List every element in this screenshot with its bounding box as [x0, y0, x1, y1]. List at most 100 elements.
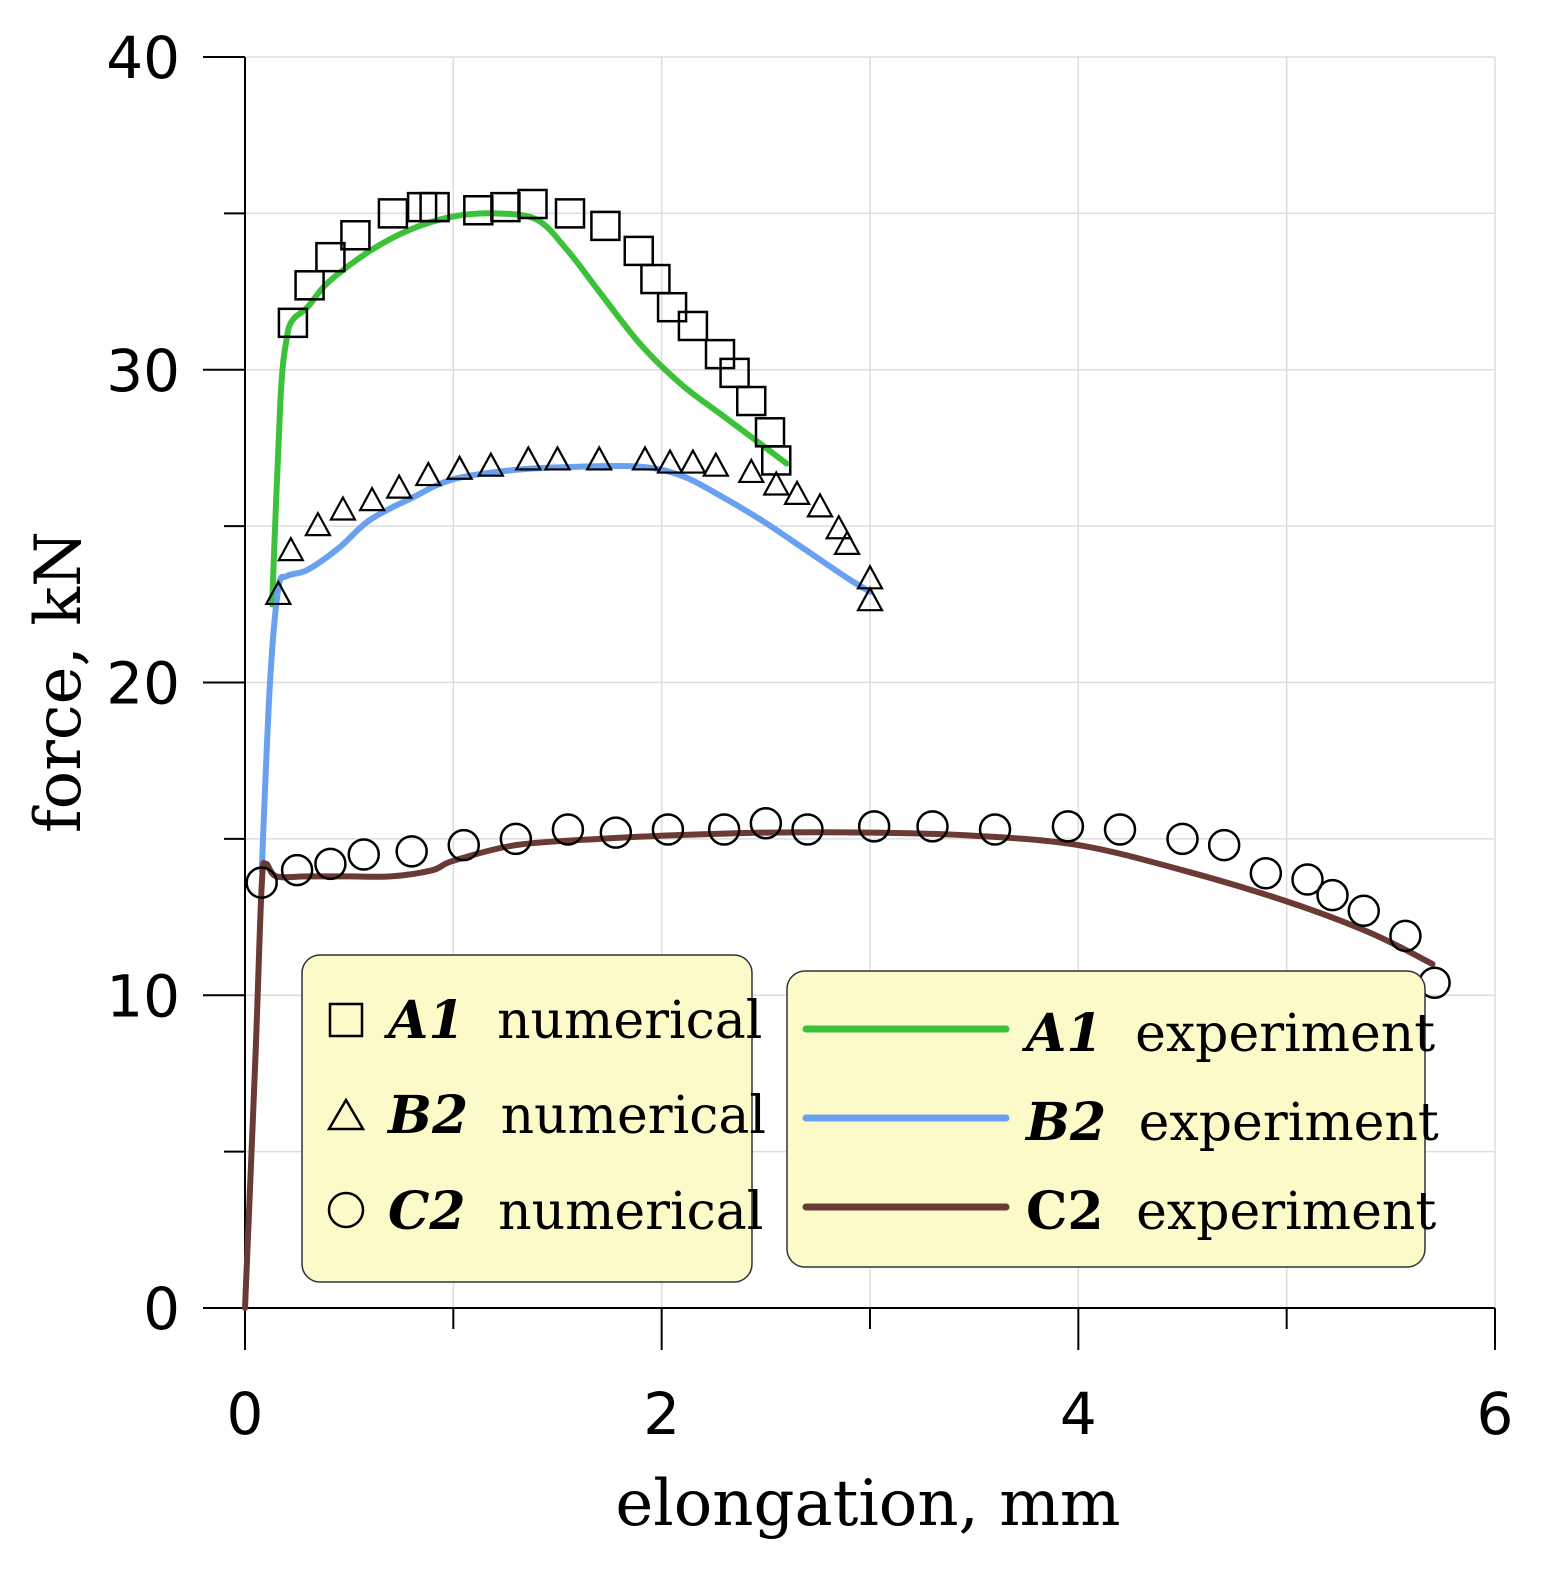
- marker-b2_num: [543, 445, 572, 471]
- marker-c2_num: [280, 853, 314, 887]
- marker-c2_num: [1249, 857, 1283, 890]
- legend-c2-numerical-label: numerical: [498, 1182, 763, 1242]
- x-tick-label: 2: [643, 1380, 680, 1448]
- y-tick-label: 40: [106, 24, 180, 92]
- marker-c2_num: [916, 810, 949, 843]
- legend-entry-b2-numerical: B2 numerical: [326, 1085, 766, 1146]
- marker-a1_num: [277, 307, 309, 339]
- marker-b2_num: [824, 513, 853, 540]
- svg-text:A1 experiment: A1 experiment: [1021, 1003, 1435, 1064]
- y-tick-label: 0: [143, 1275, 180, 1343]
- marker-b2_num: [358, 485, 386, 512]
- svg-text:C2 experiment: C2 experiment: [1026, 1181, 1436, 1242]
- marker-c2_num: [1347, 894, 1380, 928]
- marker-a1_num: [315, 241, 346, 273]
- legend-c2-exp-id: C2: [1026, 1181, 1104, 1242]
- circle-marker-icon: [327, 1191, 365, 1229]
- marker-a1_num: [590, 210, 621, 242]
- marker-b2_num: [737, 457, 766, 484]
- svg-text:A1 numerical: A1 numerical: [383, 990, 762, 1051]
- marker-c2_num: [599, 816, 633, 849]
- marker-c2_num: [395, 835, 428, 868]
- axes: 0 10 20 30 40 0 2 4 6: [106, 24, 1513, 1448]
- marker-a1_num: [719, 357, 750, 389]
- x-tick-label: 6: [1477, 1380, 1514, 1448]
- marker-b2_num: [762, 470, 791, 496]
- marker-c2_num: [1291, 863, 1324, 896]
- y-tick-label: 30: [106, 337, 180, 405]
- marker-a1_num: [419, 191, 450, 223]
- marker-b2_num: [304, 510, 332, 537]
- legend-entry-c2-numerical: C2 numerical: [327, 1181, 763, 1242]
- legend-entry-c2-experiment: C2 experiment: [802, 1181, 1436, 1242]
- marker-c2_num: [707, 813, 741, 846]
- marker-c2_num: [1166, 822, 1199, 856]
- series-line-a1_exp: [269, 210, 790, 608]
- legend-entry-a1-numerical: A1 numerical: [328, 990, 762, 1051]
- marker-a1_num: [340, 220, 371, 251]
- marker-c2_num: [749, 806, 783, 840]
- marker-c2_num: [1389, 919, 1422, 953]
- marker-b2_num: [445, 454, 474, 480]
- marker-c2_num: [245, 866, 278, 899]
- svg-text:B2 numerical: B2 numerical: [386, 1085, 766, 1146]
- legend-entry-b2-experiment: B2 experiment: [802, 1092, 1439, 1153]
- marker-c2_num: [1207, 828, 1241, 862]
- marker-b2_num: [264, 579, 293, 606]
- legend-experiment-box: [786, 970, 1426, 1268]
- legend-a1-id: A1: [383, 990, 465, 1051]
- grid: [245, 56, 1496, 1308]
- marker-b2_num: [679, 448, 707, 474]
- marker-a1_num: [736, 385, 767, 417]
- square-marker-icon: [328, 1002, 364, 1038]
- x-tick-label: 0: [227, 1380, 264, 1448]
- marker-b2_num: [385, 473, 414, 499]
- x-axis-title: elongation, mm: [615, 1467, 1120, 1541]
- legend-a1-numerical-label: numerical: [497, 991, 762, 1051]
- marker-b2_num: [414, 460, 443, 487]
- svg-text:B2 experiment: B2 experiment: [1024, 1092, 1439, 1153]
- plot-area: [242, 188, 1451, 1311]
- marker-c2_num: [1316, 878, 1349, 912]
- marker-b2_num: [585, 445, 614, 471]
- marker-b2_num: [631, 445, 659, 471]
- marker-c2_num: [1103, 813, 1137, 846]
- legend-c2-experiment-label: experiment: [1136, 1182, 1436, 1242]
- marker-b2_num: [701, 451, 730, 477]
- svg-text:C2 numerical: C2 numerical: [388, 1181, 763, 1242]
- marker-c2_num: [857, 810, 891, 843]
- legend-b2-id: B2: [386, 1085, 468, 1146]
- marker-a1_num: [463, 194, 494, 226]
- legend-b2-experiment-label: experiment: [1139, 1093, 1439, 1153]
- marker-c2_num: [1051, 810, 1085, 843]
- marker-b2_num: [856, 585, 884, 612]
- marker-b2_num: [656, 448, 684, 474]
- y-tick-label: 10: [106, 962, 180, 1030]
- marker-b2_num: [276, 535, 305, 562]
- series-line-c2_exp: [242, 829, 1436, 1311]
- legend-c2-id: C2: [388, 1181, 466, 1242]
- legend-b2-numerical-label: numerical: [501, 1086, 766, 1146]
- marker-c2_num: [651, 813, 685, 846]
- legend-a1-experiment-label: experiment: [1135, 1004, 1435, 1064]
- marker-b2_num: [514, 445, 543, 471]
- marker-c2_num: [551, 813, 585, 846]
- x-tick-label: 4: [1060, 1380, 1097, 1448]
- legend-b2-exp-id: B2: [1024, 1092, 1106, 1153]
- marker-a1_num: [517, 188, 548, 220]
- legend-numerical-box: [301, 954, 753, 1283]
- marker-b2_num: [329, 495, 357, 521]
- marker-b2_num: [476, 451, 505, 477]
- legend-a1-exp-id: A1: [1021, 1003, 1103, 1064]
- y-axis-title: force, kN: [22, 531, 96, 833]
- marker-a1_num: [294, 270, 325, 301]
- marker-a1_num: [640, 263, 671, 295]
- marker-c2_num: [978, 813, 1012, 846]
- marker-a1_num: [656, 291, 688, 323]
- marker-b2_num: [833, 529, 861, 555]
- marker-c2_num: [347, 838, 380, 871]
- triangle-marker-icon: [326, 1097, 366, 1131]
- marker-a1_num: [406, 191, 438, 223]
- marker-a1_num: [623, 235, 654, 267]
